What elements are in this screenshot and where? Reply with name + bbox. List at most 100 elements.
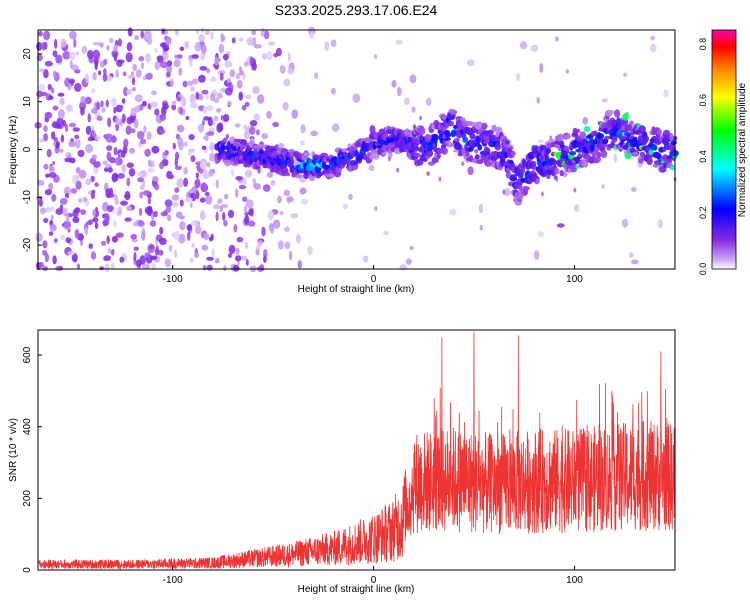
spectrogram-noise-cell — [96, 115, 103, 121]
spectrogram-signal-cell — [453, 138, 460, 142]
spectrogram-noise-cell — [224, 193, 229, 200]
spectrogram-noise-cell — [138, 56, 145, 62]
spectrogram-noise-cell — [115, 232, 124, 238]
spectrogram-noise-cell — [42, 249, 48, 256]
spectrogram-noise-cell — [43, 69, 49, 79]
spectrogram-noise-cell — [44, 189, 53, 196]
spectrogram-signal-cell — [523, 186, 531, 191]
spectrogram-noise-cell — [127, 27, 133, 37]
spectrogram-noise-cell — [130, 107, 137, 117]
spectrogram-noise-cell — [143, 125, 147, 134]
spectrogram-signal-cell — [474, 149, 479, 154]
spectrogram-y-tick-label: 20 — [22, 48, 33, 60]
spectrogram-noise-cell — [101, 107, 106, 113]
spectrogram-noise-cell — [297, 260, 302, 269]
spectrogram-signal-cell — [578, 152, 582, 158]
spectrogram-noise-cell — [310, 130, 318, 137]
spectrogram-noise-cell — [112, 209, 116, 214]
spectrogram-noise-cell — [332, 123, 340, 132]
spectrogram-signal-cell — [447, 140, 452, 148]
snr-y-tick-label: 600 — [22, 346, 33, 363]
spectrogram-noise-cell — [102, 160, 108, 166]
spectrogram-noise-cell — [74, 134, 80, 140]
spectrogram-noise-cell — [75, 166, 81, 174]
spectrogram-noise-cell — [255, 129, 260, 136]
spectrogram-noise-cell — [159, 226, 164, 235]
spectrogram-noise-cell — [241, 105, 247, 111]
spectrogram-noise-cell — [66, 213, 70, 223]
spectrogram-signal-cell — [396, 167, 400, 173]
spectrogram-signal-cell — [494, 143, 502, 151]
spectrogram-noise-cell — [126, 88, 133, 95]
spectrogram-noise-cell — [141, 100, 147, 107]
spectrogram-noise-cell — [43, 125, 48, 132]
spectrogram-noise-cell — [251, 29, 257, 36]
spectrogram-noise-cell — [556, 223, 565, 228]
spectrogram-noise-cell — [209, 152, 216, 162]
spectrogram-noise-cell — [107, 117, 112, 128]
snr-x-axis-label: Height of straight line (km) — [298, 584, 415, 595]
spectrogram-signal-cell — [632, 151, 639, 156]
spectrogram-noise-cell — [198, 123, 204, 133]
spectrogram-signal-cell — [571, 132, 579, 138]
spectrogram-noise-cell — [103, 58, 108, 66]
spectrogram-noise-cell — [211, 248, 215, 257]
spectrogram-noise-cell — [135, 69, 142, 78]
spectrogram-noise-cell — [409, 74, 417, 84]
spectrogram-noise-cell — [182, 80, 188, 88]
spectrogram-noise-cell — [80, 106, 85, 116]
spectrogram-noise-cell — [54, 38, 58, 49]
spectrogram-noise-cell — [307, 245, 313, 256]
spectrogram-noise-cell — [244, 101, 250, 107]
spectrogram-signal-cell — [574, 128, 581, 134]
spectrogram-noise-cell — [113, 220, 117, 228]
spectrogram-noise-cell — [135, 259, 142, 268]
spectrogram-signal-cell — [648, 149, 654, 156]
spectrogram-noise-cell — [130, 233, 137, 240]
spectrogram-noise-cell — [157, 55, 164, 64]
spectrogram-noise-cell — [86, 220, 93, 226]
spectrogram-signal-cell — [481, 122, 488, 130]
spectrogram-noise-cell — [194, 252, 200, 259]
spectrogram-noise-cell — [115, 69, 119, 79]
spectrogram-noise-cell — [194, 41, 202, 52]
spectrogram-signal-cell — [596, 151, 602, 158]
spectrogram-noise-cell — [244, 169, 253, 178]
spectrogram-signal-cell — [427, 150, 434, 157]
spectrogram-noise-cell — [144, 206, 153, 215]
spectrogram-noise-cell — [100, 100, 104, 108]
spectrogram-noise-cell — [175, 211, 183, 219]
spectrogram-noise-cell — [533, 250, 540, 260]
colorbar-tick-label: 0.4 — [698, 150, 708, 163]
spectrogram-noise-cell — [164, 199, 173, 208]
spectrogram-noise-cell — [374, 206, 378, 211]
spectrogram-noise-cell — [182, 222, 186, 229]
spectrogram-noise-cell — [43, 217, 49, 224]
spectrogram-noise-cell — [37, 261, 44, 268]
spectrogram-noise-cell — [52, 105, 59, 111]
spectrogram-noise-cell — [60, 234, 66, 240]
spectrogram-noise-cell — [201, 89, 209, 95]
spectrogram-noise-cell — [210, 31, 214, 40]
spectrogram-noise-cell — [466, 59, 475, 67]
spectrogram-noise-cell — [631, 259, 639, 265]
spectrogram-noise-cell — [300, 124, 306, 134]
spectrogram-noise-cell — [129, 116, 136, 124]
colorbar-gradient — [711, 29, 737, 270]
spectrogram-signal-cell — [567, 160, 573, 166]
snr-x-tick-label: 100 — [566, 575, 583, 586]
spectrogram-noise-cell — [92, 72, 97, 81]
spectrogram-noise-cell — [134, 118, 139, 129]
spectrogram-noise-cell — [536, 96, 540, 104]
spectrogram-noise-cell — [65, 237, 71, 244]
spectrogram-noise-cell — [51, 87, 55, 94]
spectrogram-noise-cell — [314, 72, 319, 79]
spectrogram-signal-cell — [535, 178, 540, 184]
spectrogram-noise-cell — [266, 172, 274, 178]
spectrogram-signal-cell — [461, 161, 465, 167]
spectrogram-x-tick-label: -100 — [163, 274, 183, 285]
spectrogram-noise-cell — [203, 232, 210, 241]
spectrogram-signal-cell — [469, 132, 476, 140]
spectrogram-noise-cell — [171, 194, 180, 201]
spectrogram-noise-cell — [134, 35, 140, 41]
